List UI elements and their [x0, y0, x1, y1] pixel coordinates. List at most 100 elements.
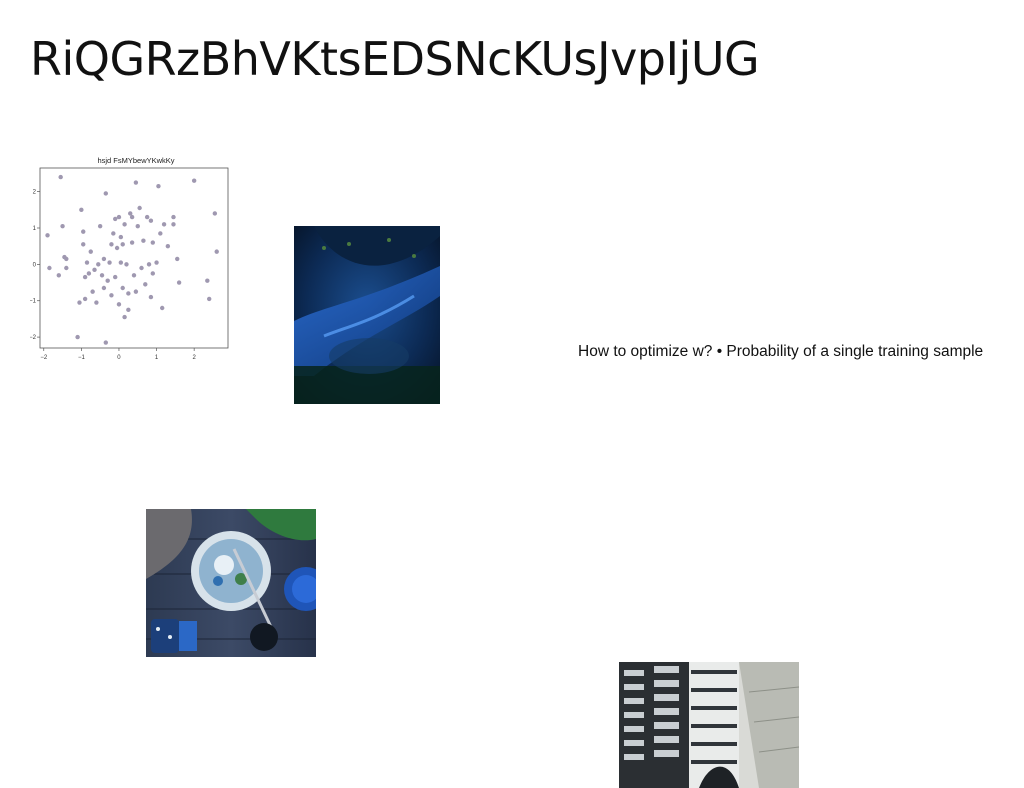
- scatter-point: [128, 211, 133, 216]
- scatter-point: [133, 180, 139, 185]
- scatter-point: [114, 245, 120, 251]
- scatter-point: [109, 293, 114, 298]
- scatter-point: [118, 260, 124, 265]
- building-graphic: [619, 662, 799, 788]
- building-image: [619, 662, 799, 788]
- scatter-point: [113, 216, 118, 222]
- scatter-point: [146, 262, 152, 267]
- scatter-point: [90, 289, 95, 294]
- y-tick-label: −1: [30, 299, 37, 305]
- scatter-point: [156, 183, 161, 189]
- scatter-point: [126, 307, 131, 313]
- scatter-point: [135, 223, 140, 229]
- blue-scene-graphic: [294, 226, 440, 404]
- axis-ticks: −2 −1 0 1 2 −2 −1 0 1 2: [30, 190, 196, 361]
- scatter-point: [129, 214, 135, 220]
- scatter-point: [101, 285, 107, 291]
- scatter-point: [207, 296, 212, 302]
- scatter-point: [82, 296, 88, 302]
- data-points: [45, 174, 219, 345]
- scatter-point: [116, 302, 122, 307]
- scatter-point: [148, 218, 154, 223]
- scatter-point: [212, 211, 218, 216]
- scatter-point: [205, 278, 210, 283]
- scatter-point: [148, 294, 154, 300]
- scatter-point: [45, 233, 50, 238]
- x-tick-label: 0: [117, 355, 121, 361]
- scatter-point: [133, 289, 139, 294]
- scatter-point: [47, 265, 52, 271]
- scatter-point: [154, 260, 159, 265]
- scatter-point: [81, 242, 86, 247]
- scatter-point: [171, 214, 176, 220]
- scatter-point: [141, 238, 146, 243]
- food-table-image: [146, 509, 316, 657]
- scatter-point: [58, 174, 63, 180]
- scatter-point: [161, 222, 167, 227]
- scatter-point: [214, 249, 219, 254]
- scatter-point: [160, 305, 165, 311]
- scatter-point: [131, 273, 137, 278]
- scatter-point: [88, 249, 93, 254]
- scatter-point: [64, 265, 69, 271]
- y-tick-label: −2: [30, 335, 37, 341]
- scatter-point: [175, 256, 180, 262]
- y-tick-label: 0: [33, 262, 37, 268]
- x-tick-label: 2: [192, 355, 196, 361]
- scatter-point: [94, 300, 99, 305]
- scatter-point: [176, 280, 182, 285]
- scatter-point: [124, 262, 129, 267]
- scatter-chart: hsjd FsMYbewYKwkKy −2 −1 0 1 2 −2 −1 0 1 2: [30, 150, 240, 365]
- scatter-point: [122, 222, 127, 227]
- plot-frame: [39, 167, 229, 349]
- scatter-point: [77, 300, 82, 305]
- chart-title: hsjd FsMYbewYKwkKy: [97, 156, 174, 165]
- scatter-point: [143, 282, 148, 287]
- scatter-point: [126, 291, 131, 296]
- scatter-point: [64, 256, 69, 262]
- scatter-point: [81, 229, 86, 234]
- scatter-point: [92, 267, 97, 273]
- scatter-point: [118, 234, 124, 240]
- slide-caption: How to optimize w? • Probability of a si…: [578, 343, 984, 360]
- y-tick-label: 1: [33, 226, 37, 232]
- scatter-point: [144, 214, 150, 220]
- x-tick-label: −2: [40, 355, 48, 361]
- scatter-point: [82, 274, 88, 280]
- scatter-point: [105, 278, 110, 283]
- scatter-point: [139, 265, 144, 271]
- x-tick-label: 1: [155, 355, 159, 361]
- scatter-point: [79, 207, 84, 213]
- scatter-point: [171, 222, 176, 227]
- scatter-chart-svg: hsjd FsMYbewYKwkKy −2 −1 0 1 2 −2 −1 0 1 2: [30, 156, 229, 361]
- scatter-point: [122, 314, 127, 320]
- scatter-point: [113, 274, 118, 280]
- scatter-point: [101, 256, 107, 262]
- scatter-point: [84, 260, 90, 265]
- scatter-point: [120, 242, 125, 247]
- scatter-point: [56, 273, 61, 278]
- scatter-point: [116, 214, 122, 220]
- scatter-point: [137, 205, 142, 211]
- scatter-point: [97, 223, 103, 229]
- scatter-point: [120, 285, 125, 291]
- scatter-point: [99, 273, 105, 278]
- scatter-point: [150, 240, 155, 245]
- scatter-point: [107, 260, 112, 265]
- y-tick-label: 2: [33, 190, 37, 196]
- scatter-point: [60, 223, 65, 229]
- scatter-point: [129, 240, 135, 245]
- scatter-point: [103, 340, 109, 345]
- scatter-point: [191, 178, 197, 183]
- x-tick-label: −1: [78, 355, 86, 361]
- scatter-point: [86, 271, 92, 276]
- scatter-point: [165, 243, 171, 249]
- scatter-point: [150, 271, 155, 276]
- blue-scene-image: [294, 226, 440, 404]
- slide-title: RiQGRzBhVKtsEDSNcKUsJvpIjUG: [30, 32, 760, 86]
- scatter-point: [111, 231, 116, 236]
- scatter-point: [75, 334, 80, 340]
- scatter-point: [109, 242, 114, 247]
- scatter-point: [158, 231, 163, 236]
- food-table-graphic: [146, 509, 316, 657]
